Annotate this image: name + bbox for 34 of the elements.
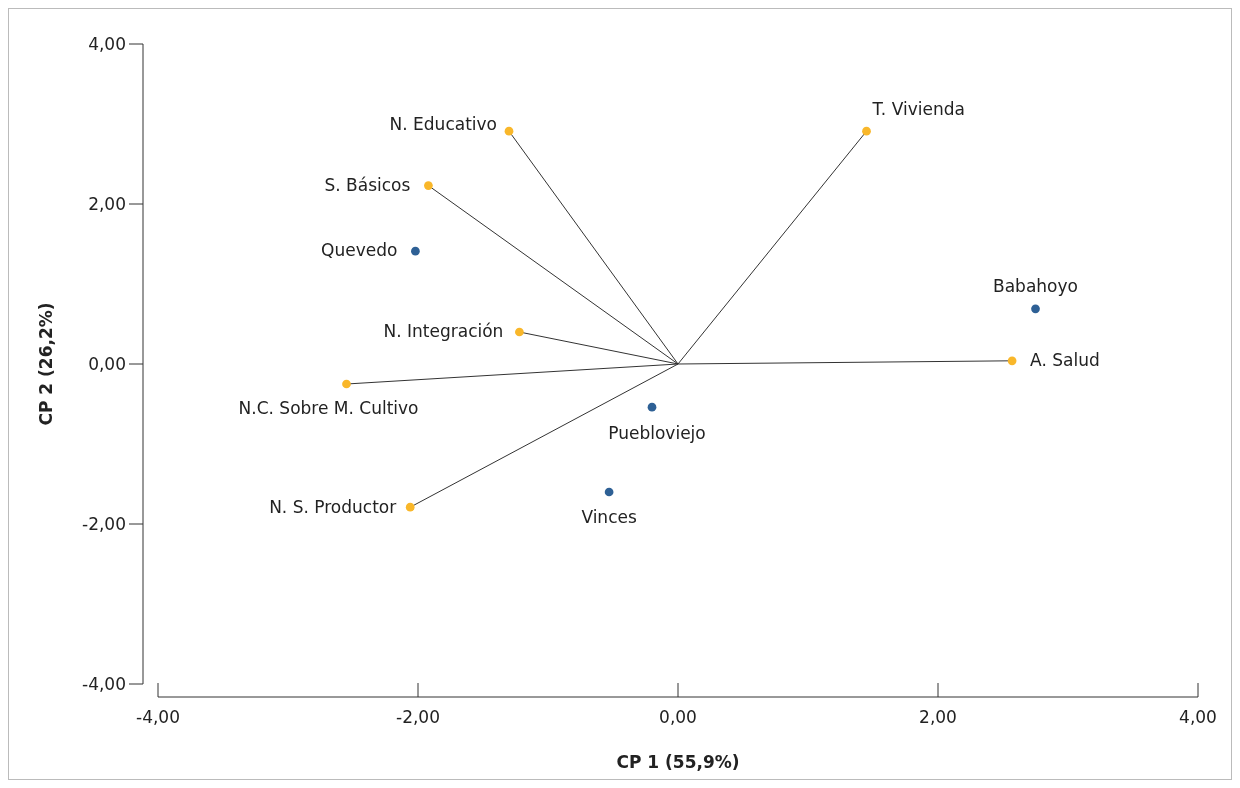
annotation: Babahoyo — [993, 275, 1078, 296]
annotation: Vinces — [581, 507, 637, 527]
annotation: N. Integración — [383, 321, 504, 341]
point — [342, 379, 351, 389]
y-axis-title: CP 2 (26,2%) — [36, 302, 56, 426]
x-tick-label: 4,00 — [1179, 707, 1217, 727]
point — [411, 246, 420, 256]
point — [515, 327, 524, 337]
annotation: Quevedo — [321, 240, 398, 261]
annotation: N. S. Productor — [269, 497, 397, 518]
y-tick-label: -4,00 — [82, 673, 126, 694]
x-tick-label: -4,00 — [136, 707, 180, 727]
point — [604, 487, 614, 497]
x-axis-title: CP 1 (55,9%) — [616, 752, 740, 772]
x-tick-label: 0,00 — [659, 707, 697, 727]
point — [424, 181, 433, 190]
y-tick-label: 4,00 — [88, 33, 126, 54]
x-tick-label: -2,00 — [396, 707, 440, 727]
annotation: Puebloviejo — [608, 423, 706, 444]
annotation: N.C. Sobre M. Cultivo — [238, 398, 419, 418]
point — [862, 126, 871, 136]
y-tick-label: 0,00 — [88, 353, 126, 374]
y-tick-label: -2,00 — [82, 513, 126, 534]
point — [1007, 356, 1017, 366]
point — [405, 502, 415, 512]
y-tick-label: 2,00 — [88, 193, 126, 214]
point — [647, 402, 657, 412]
annotation: N. Educativo — [389, 114, 497, 135]
point — [504, 126, 514, 136]
annotation: S. Básicos — [324, 174, 411, 195]
annotation: A. Salud — [1030, 349, 1100, 370]
x-tick-label: 2,00 — [919, 707, 957, 727]
annotation: T. Vivienda — [871, 99, 965, 120]
point — [1031, 304, 1040, 314]
